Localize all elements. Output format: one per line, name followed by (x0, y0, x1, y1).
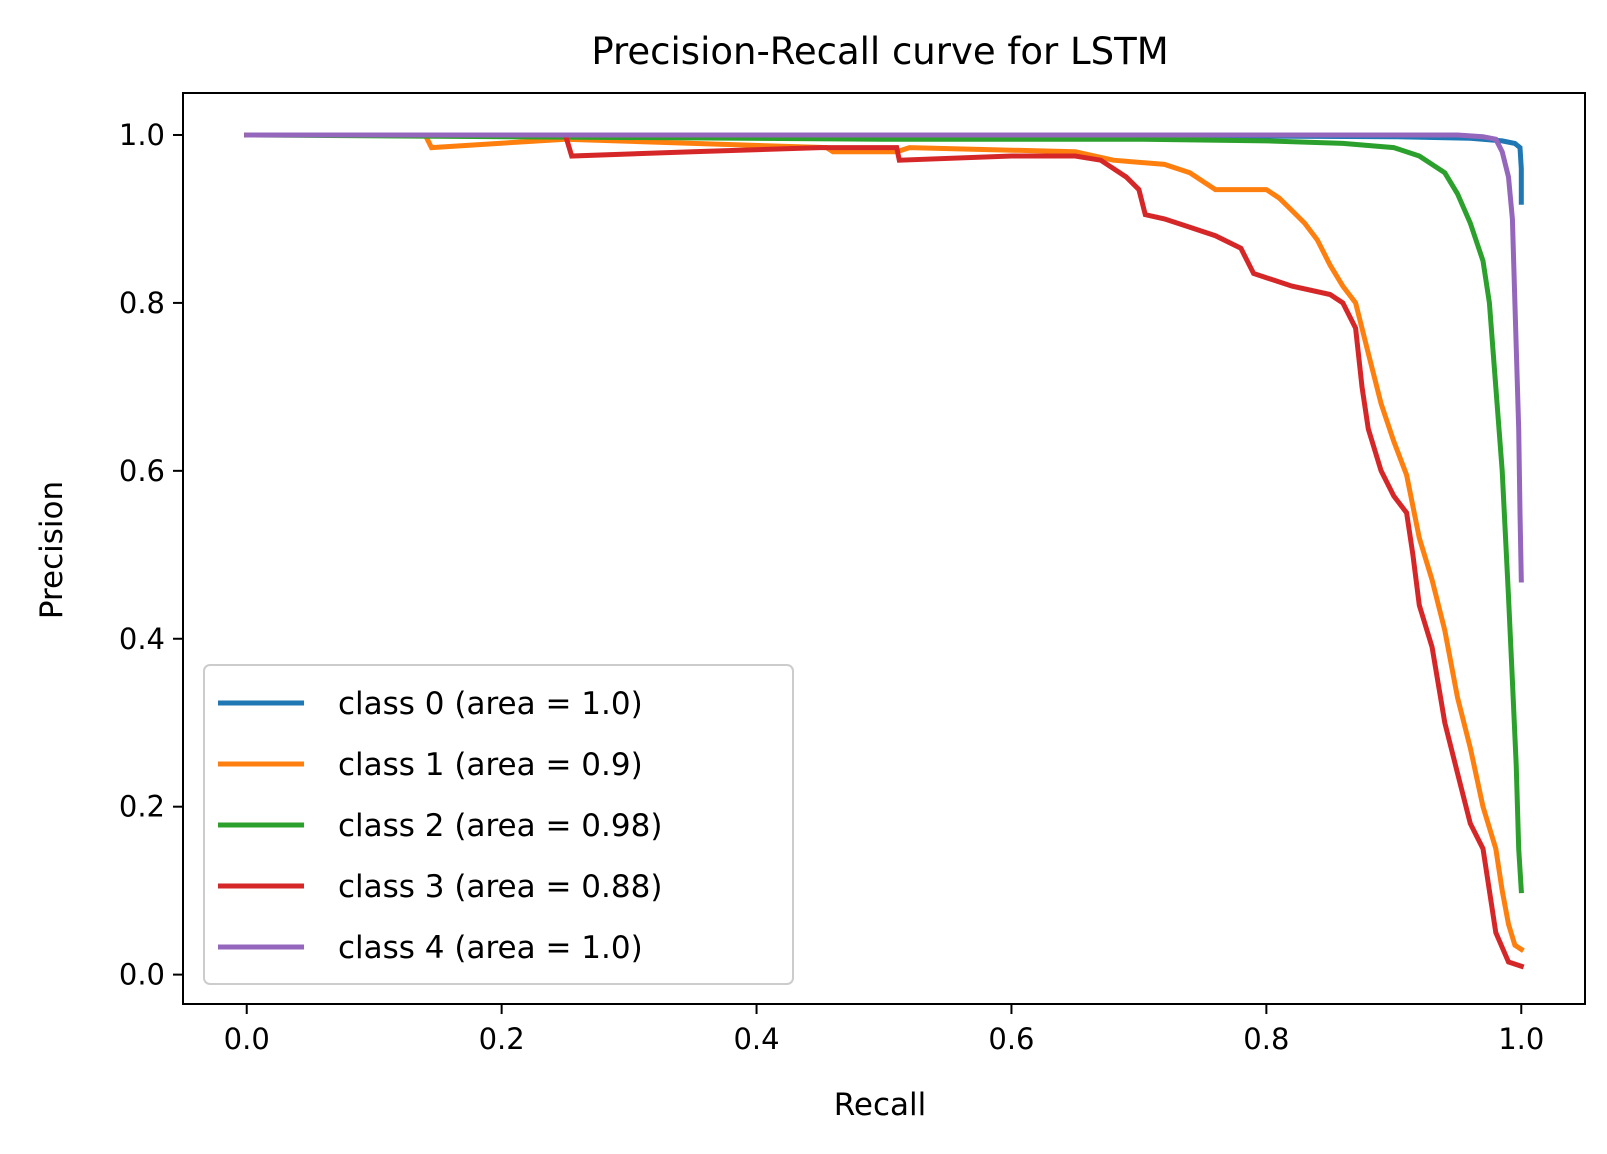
legend-label-class-1: class 1 (area = 0.9) (338, 747, 643, 783)
series-line-class-4 (244, 132, 1524, 583)
x-tick-label: 0.0 (224, 1022, 270, 1056)
y-tick-label: 0.6 (119, 454, 165, 488)
x-tick-label: 0.4 (733, 1022, 779, 1056)
legend-label-class-4: class 4 (area = 1.0) (338, 930, 643, 966)
legend-label-class-2: class 2 (area = 0.98) (338, 808, 662, 844)
y-tick-label: 0.8 (119, 286, 165, 320)
x-axis-label: Recall (834, 1087, 927, 1123)
series-lines (244, 132, 1525, 970)
y-tick-label: 1.0 (119, 118, 165, 152)
x-tick-label: 0.6 (988, 1022, 1034, 1056)
legend-label-class-3: class 3 (area = 0.88) (338, 869, 662, 905)
x-tick-label: 0.8 (1243, 1022, 1289, 1056)
series-line-class-3 (244, 132, 1525, 970)
y-tick-label: 0.2 (119, 790, 165, 824)
plot-area (182, 92, 1586, 1005)
series-line-class-1 (244, 132, 1525, 953)
legend-box (203, 664, 794, 985)
y-tick-label: 0.0 (119, 958, 165, 992)
legend-label-class-0: class 0 (area = 1.0) (338, 686, 643, 722)
x-axis: 0.0 0.2 0.4 0.6 0.8 1.0 (224, 1004, 1544, 1056)
y-tick-label: 0.4 (119, 622, 165, 656)
legend: class 0 (area = 1.0) class 1 (area = 0.9)… (203, 664, 794, 985)
y-axis: 0.0 0.2 0.4 0.6 0.8 1.0 (119, 118, 183, 992)
y-axis-label: Precision (34, 481, 70, 619)
series-line-class-2 (244, 132, 1524, 894)
x-tick-label: 1.0 (1498, 1022, 1544, 1056)
chart-title: Precision-Recall curve for LSTM (591, 30, 1168, 73)
plot-frame (182, 92, 1586, 1005)
x-tick-label: 0.2 (479, 1022, 525, 1056)
